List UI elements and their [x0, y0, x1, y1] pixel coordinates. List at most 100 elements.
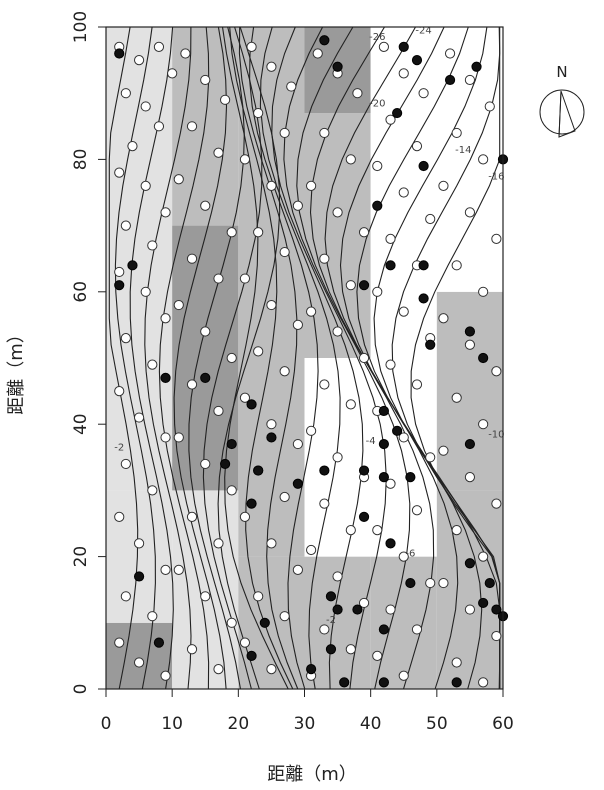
open-point-155	[478, 551, 489, 562]
open-point-126	[425, 452, 436, 463]
contour-line-5	[173, 26, 228, 690]
open-point-23	[114, 511, 125, 522]
filled-point-57	[339, 677, 350, 688]
shading-block-13	[370, 556, 437, 689]
filled-point-2	[332, 61, 343, 72]
open-point-152	[464, 472, 476, 483]
filled-point-23	[378, 405, 389, 417]
contour-line-9	[221, 26, 289, 690]
open-point-29	[133, 657, 145, 668]
filled-point-52	[478, 597, 489, 609]
filled-point-45	[325, 644, 337, 655]
open-point-80	[279, 611, 290, 622]
open-point-46	[173, 432, 184, 443]
open-point-79	[253, 591, 264, 602]
open-point-1	[133, 55, 145, 66]
x-tick-label-1: 10	[161, 714, 183, 734]
open-point-16	[120, 333, 131, 344]
open-point-159	[451, 657, 462, 668]
open-point-149	[451, 392, 462, 403]
open-point-157	[464, 604, 476, 615]
filled-point-43	[259, 617, 270, 628]
open-point-75	[279, 491, 290, 503]
open-point-112	[385, 114, 396, 125]
filled-point-50	[378, 677, 389, 688]
open-point-78	[292, 564, 303, 575]
y-axis-ticks: 0 20 40 60 80 100	[71, 11, 106, 694]
open-point-158	[491, 630, 502, 642]
filled-point-0	[114, 48, 125, 59]
open-point-120	[398, 306, 409, 317]
filled-point-53	[491, 604, 502, 615]
filled-point-26	[464, 438, 476, 450]
filled-point-8	[418, 160, 429, 172]
filled-point-1	[319, 35, 330, 46]
x-tick-label-0: 0	[101, 714, 112, 734]
open-point-31	[180, 48, 191, 59]
background-shading	[106, 27, 503, 689]
open-point-11	[120, 220, 131, 231]
shading-block-16	[436, 490, 503, 689]
open-point-41	[173, 299, 184, 311]
contour-line-2	[129, 26, 174, 690]
open-point-88	[306, 180, 317, 191]
open-point-92	[345, 280, 356, 291]
contour-line-4	[158, 26, 210, 690]
north-arrow-circle	[539, 89, 585, 135]
open-point-146	[438, 313, 449, 324]
north-arrow: N	[539, 63, 585, 138]
open-point-6	[153, 121, 165, 132]
filled-point-17	[425, 339, 436, 350]
contour-line-11	[238, 26, 299, 690]
filled-point-11	[385, 260, 396, 271]
filled-point-21	[200, 372, 211, 383]
filled-point-24	[392, 425, 403, 436]
y-tick-label-5: 100	[71, 11, 91, 43]
open-point-96	[319, 379, 330, 390]
contour-label-0: -26	[369, 32, 385, 43]
open-point-136	[444, 48, 456, 59]
open-point-14	[140, 286, 151, 297]
open-point-43	[226, 352, 237, 364]
filled-point-34	[292, 478, 303, 489]
filled-point-25	[378, 438, 389, 450]
open-point-12	[147, 240, 158, 251]
open-point-125	[398, 432, 409, 443]
filled-point-4	[411, 55, 423, 66]
open-point-3	[167, 68, 178, 79]
contour-label-2: -20	[369, 98, 385, 109]
shading-block-7	[238, 358, 305, 557]
filled-point-46	[332, 604, 343, 615]
filled-point-44	[306, 664, 317, 675]
open-point-160	[478, 677, 489, 688]
open-point-21	[120, 458, 131, 470]
filled-point-28	[319, 465, 330, 476]
open-point-143	[491, 233, 502, 244]
open-point-98	[306, 425, 317, 436]
open-point-104	[332, 571, 343, 582]
open-point-7	[127, 141, 138, 152]
open-point-89	[332, 207, 343, 218]
contour-label-6: -10	[488, 429, 504, 440]
open-point-150	[478, 419, 489, 430]
open-point-90	[358, 227, 370, 238]
filled-point-47	[352, 604, 363, 615]
open-point-153	[491, 498, 502, 509]
open-point-60	[279, 127, 290, 139]
open-point-42	[200, 326, 211, 337]
open-point-50	[213, 538, 224, 549]
open-point-148	[491, 366, 502, 377]
open-point-52	[200, 591, 211, 602]
open-point-128	[411, 505, 423, 516]
open-point-67	[266, 299, 277, 311]
filled-point-38	[385, 538, 396, 549]
open-point-110	[398, 68, 409, 79]
open-point-133	[411, 624, 423, 635]
open-point-116	[425, 213, 436, 225]
filled-point-20	[160, 372, 171, 383]
filled-point-32	[253, 465, 264, 476]
contour-label-5: -4	[366, 436, 376, 447]
open-point-81	[239, 637, 251, 648]
open-point-26	[120, 591, 131, 602]
open-point-132	[385, 604, 396, 615]
